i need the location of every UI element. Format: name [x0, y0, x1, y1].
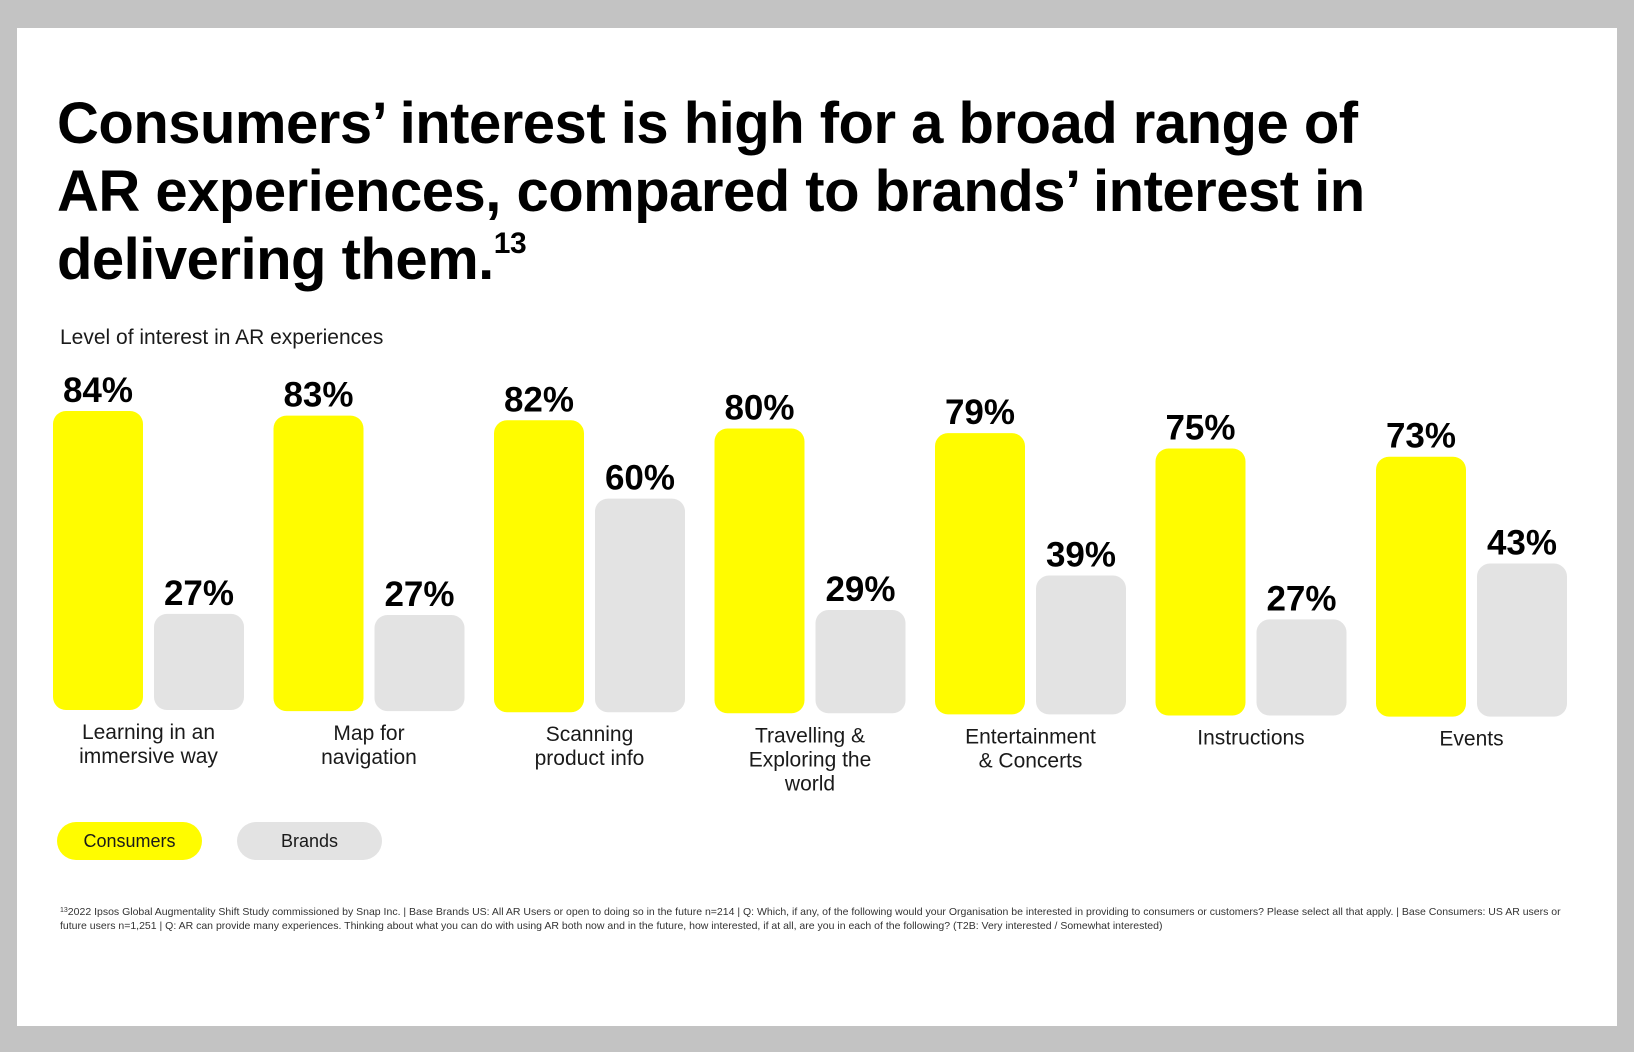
bar-brands-2 [374, 614, 465, 712]
bar-brands-5 [1036, 575, 1126, 715]
title-text: Consumers’ interest is high for a broad … [57, 91, 1365, 292]
value-label-brands-2: 27% [384, 575, 454, 614]
category-label-line: product info [535, 747, 645, 770]
legend-brands: Brands [237, 822, 382, 860]
category-label-1: Learning in an immersive way [79, 721, 218, 768]
category-label-line: Entertainment [965, 725, 1096, 748]
footnote-ref: 13 [60, 907, 68, 914]
bar-consumers-7 [1376, 456, 1466, 717]
value-label-brands-5: 39% [1046, 536, 1116, 575]
footnote: 132022 Ipsos Global Augmentality Shift S… [60, 905, 1580, 933]
value-label-brands-4: 29% [825, 570, 895, 609]
value-label-consumers-6: 75% [1165, 409, 1235, 448]
bar-chart: 84% 27% Learning in an immersive way 83% 27% M… [53, 371, 1567, 795]
category-label-line: navigation [321, 746, 417, 769]
value-label-consumers-3: 82% [504, 380, 574, 419]
category-label-4: Travelling & Exploring the world [749, 724, 872, 795]
category-label-2: Map for navigation [321, 722, 417, 769]
bar-consumers-1 [53, 410, 143, 710]
value-label-consumers-5: 79% [945, 393, 1015, 432]
value-label-brands-3: 60% [605, 459, 675, 498]
category-label-5: Entertainment & Concerts [965, 725, 1096, 772]
category-label-line: Learning in an [82, 721, 215, 744]
value-label-brands-1: 27% [164, 574, 234, 613]
legend-consumers: Consumers [57, 822, 202, 860]
category-label-line: & Concerts [979, 749, 1083, 772]
category-label-line: Map for [333, 722, 404, 745]
bar-consumers-3 [494, 420, 584, 713]
bar-brands-4 [815, 610, 906, 714]
legend-brands-label: Brands [280, 830, 339, 851]
value-label-consumers-4: 80% [724, 389, 794, 428]
title-footnote-ref: 13 [493, 227, 527, 260]
bar-brands-1 [154, 613, 244, 710]
category-label-line: Events [1439, 728, 1503, 751]
category-label-line: world [784, 772, 835, 795]
bar-brands-7 [1477, 563, 1567, 717]
footnote-text: 2022 Ipsos Global Augmentality Shift Stu… [60, 906, 1561, 932]
bar-brands-3 [595, 498, 685, 713]
value-label-consumers-1: 84% [63, 371, 133, 410]
category-label-7: Events [1439, 728, 1503, 751]
category-label-6: Instructions [1197, 727, 1304, 750]
legend-consumers-label: Consumers [83, 830, 176, 851]
category-label-line: Scanning [546, 723, 634, 746]
bar-consumers-4 [714, 428, 805, 714]
category-label-line: Travelling & [755, 724, 865, 747]
slide-card: Consumers’ interest is high for a broad … [17, 28, 1617, 1026]
category-label-3: Scanning product info [535, 723, 645, 770]
bar-consumers-6 [1155, 448, 1246, 716]
value-label-consumers-2: 83% [283, 376, 353, 415]
bar-consumers-5 [935, 433, 1025, 715]
chart-subtitle: Level of interest in AR experiences [60, 326, 384, 349]
category-label-line: Exploring the [749, 748, 872, 771]
value-label-brands-7: 43% [1487, 524, 1557, 563]
category-label-line: Instructions [1197, 727, 1304, 750]
value-label-brands-6: 27% [1266, 579, 1336, 618]
bar-brands-6 [1256, 619, 1347, 716]
value-label-consumers-7: 73% [1386, 417, 1456, 456]
bar-consumers-2 [273, 415, 364, 712]
category-label-line: immersive way [79, 745, 218, 768]
page-title: Consumers’ interest is high for a broad … [57, 90, 1437, 294]
